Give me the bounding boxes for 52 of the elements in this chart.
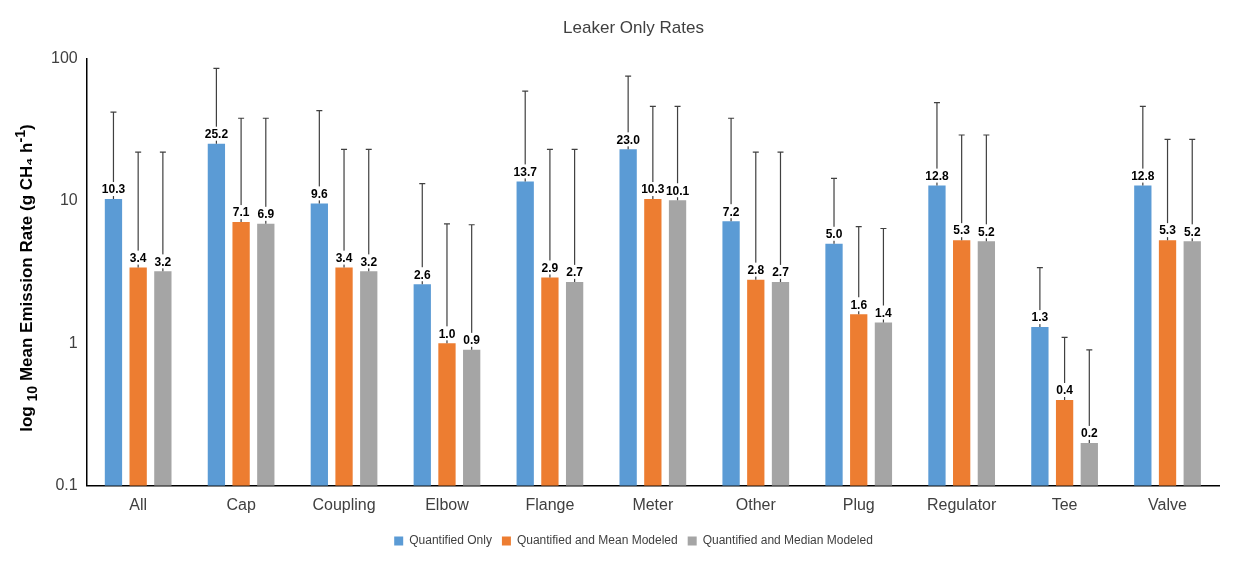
data-label: 5.3	[1159, 223, 1177, 238]
data-label: 12.8	[925, 168, 949, 183]
data-label: 1.3	[1031, 310, 1049, 325]
data-label: 3.2	[154, 254, 172, 269]
data-label: 10.3	[641, 182, 665, 197]
chart-title: Leaker Only Rates	[563, 17, 704, 37]
data-label: 6.9	[257, 207, 275, 222]
data-label: 0.4	[1056, 383, 1074, 398]
data-label: 25.2	[204, 126, 229, 141]
data-label: 5.3	[953, 223, 971, 238]
data-label: 2.6	[413, 267, 431, 282]
data-label: 2.7	[772, 265, 790, 280]
y-tick-label: 0.1	[55, 476, 78, 494]
legend-label: Quantified and Median Modeled	[702, 533, 873, 548]
x-tick-label: Meter	[632, 495, 674, 513]
data-label: 7.2	[722, 204, 740, 219]
x-tick-label: Regulator	[926, 495, 998, 513]
data-label: 13.7	[513, 164, 538, 179]
x-tick-label: Coupling	[312, 495, 376, 513]
data-label: 5.0	[825, 227, 843, 242]
x-tick-label: Plug	[842, 495, 875, 513]
y-tick-label: 1	[68, 333, 78, 351]
y-tick-label: 10	[59, 191, 78, 209]
data-label: 1.4	[875, 305, 893, 320]
x-tick-label: Cap	[226, 495, 256, 513]
x-tick-label: All	[129, 495, 148, 513]
x-tick-label: Elbow	[425, 495, 470, 513]
data-label: 3.4	[335, 250, 353, 265]
data-label: 10.1	[665, 183, 690, 198]
legend-label: Quantified Only	[409, 533, 492, 548]
x-tick-label: Tee	[1051, 495, 1078, 513]
data-label: 7.1	[232, 205, 250, 220]
legend-label: Quantified and Mean Modeled	[516, 533, 678, 548]
data-label: 3.4	[129, 250, 147, 265]
data-label: 5.2	[978, 224, 996, 239]
data-label: 0.9	[463, 333, 481, 348]
data-label: 9.6	[310, 186, 328, 201]
data-label: 3.2	[360, 254, 378, 269]
data-label: 2.9	[541, 260, 559, 275]
data-label: 12.8	[1131, 168, 1155, 183]
data-label: 1.6	[850, 297, 868, 312]
x-tick-label: Other	[735, 495, 777, 513]
y-tick-label: 100	[50, 48, 78, 66]
data-label: 2.7	[566, 265, 584, 280]
data-label: 10.3	[101, 182, 126, 197]
x-tick-label: Valve	[1148, 495, 1188, 513]
data-label: 2.8	[747, 262, 765, 277]
data-label: 0.2	[1080, 426, 1098, 441]
x-tick-label: Flange	[525, 495, 575, 513]
data-label: 1.0	[438, 326, 456, 341]
data-label: 23.0	[616, 132, 641, 147]
data-label: 5.2	[1183, 224, 1201, 239]
